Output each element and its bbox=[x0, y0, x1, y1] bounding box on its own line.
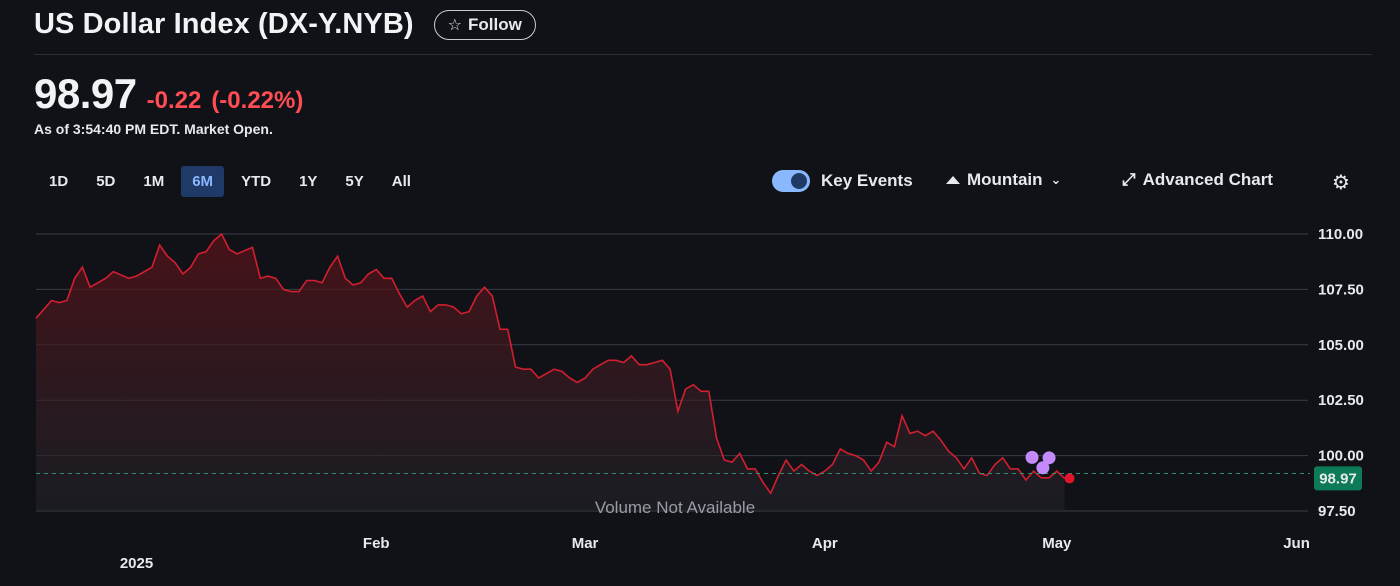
last-price-label: 98.97 bbox=[1319, 470, 1357, 487]
chart-type-label: Mountain bbox=[967, 170, 1043, 189]
x-tick-label: Feb bbox=[363, 535, 390, 552]
quote-row: 98.97 -0.22 (-0.22%) bbox=[34, 70, 303, 118]
mountain-icon bbox=[946, 176, 960, 184]
star-icon: ☆ bbox=[447, 16, 463, 34]
event-marker[interactable] bbox=[1042, 451, 1056, 465]
range-tab-6m[interactable]: 6M bbox=[181, 166, 225, 197]
key-events-toggle[interactable]: Key Events bbox=[772, 170, 913, 192]
series-line bbox=[35, 232, 1066, 495]
range-tab-ytd[interactable]: YTD bbox=[241, 173, 272, 190]
advanced-chart-label: Advanced Chart bbox=[1142, 170, 1273, 189]
price-change: -0.22 bbox=[146, 87, 202, 114]
event-marker[interactable] bbox=[1036, 461, 1050, 475]
range-tab-1y[interactable]: 1Y bbox=[299, 173, 318, 190]
range-tab-5y[interactable]: 5Y bbox=[345, 173, 364, 190]
header: US Dollar Index (DX-Y.NYB) ☆ Follow bbox=[34, 8, 536, 41]
last-price-badge: 98.97 bbox=[1314, 466, 1362, 491]
y-tick-label: 110.00 bbox=[1318, 226, 1363, 243]
settings-gear-icon[interactable]: ⚙ bbox=[1332, 172, 1350, 194]
range-tab-5d[interactable]: 5D bbox=[96, 173, 116, 190]
page-title: US Dollar Index (DX-Y.NYB) bbox=[34, 8, 414, 40]
price-change-percent: (-0.22%) bbox=[211, 87, 304, 114]
header-divider bbox=[34, 54, 1372, 55]
as-of-timestamp: As of 3:54:40 PM EDT. Market Open. bbox=[34, 121, 273, 137]
range-tab-1m[interactable]: 1M bbox=[143, 173, 165, 190]
chart-type-dropdown[interactable]: Mountain ⌄ bbox=[946, 170, 1061, 190]
advanced-chart-button[interactable]: ⤢ Advanced Chart bbox=[1122, 170, 1273, 190]
x-tick-label: May bbox=[1042, 535, 1072, 552]
x-axis: Feb Mar Apr May Jun 2025 bbox=[120, 535, 1310, 572]
range-tab-1d[interactable]: 1D bbox=[49, 173, 69, 190]
expand-icon: ⤢ bbox=[1122, 170, 1136, 189]
y-tick-label: 97.50 bbox=[1318, 503, 1356, 520]
x-tick-label: Mar bbox=[572, 535, 599, 552]
key-events bbox=[1025, 450, 1056, 475]
follow-button[interactable]: ☆ Follow bbox=[433, 9, 536, 40]
y-tick-label: 105.00 bbox=[1318, 337, 1364, 354]
last-point bbox=[1064, 473, 1075, 484]
key-events-label: Key Events bbox=[821, 171, 913, 190]
range-tabs: 1D 5D 1M 6M YTD 1Y 5Y All bbox=[38, 166, 428, 197]
y-axis: 110.00 107.50 105.00 102.50 100.00 97.50 bbox=[1318, 226, 1364, 520]
current-price: 98.97 bbox=[34, 70, 137, 117]
x-tick-label: Apr bbox=[812, 535, 838, 552]
follow-label: Follow bbox=[468, 14, 522, 34]
chevron-down-icon: ⌄ bbox=[1050, 172, 1062, 187]
event-marker[interactable] bbox=[1025, 450, 1039, 464]
year-label: 2025 bbox=[120, 555, 153, 572]
toggle-switch[interactable] bbox=[772, 170, 810, 192]
area-fill bbox=[36, 234, 1065, 511]
y-tick-label: 100.00 bbox=[1318, 448, 1364, 465]
volume-label: Volume Not Available bbox=[595, 498, 755, 517]
y-tick-label: 107.50 bbox=[1318, 281, 1364, 298]
x-tick-label: Jun bbox=[1283, 535, 1310, 552]
y-tick-label: 102.50 bbox=[1318, 392, 1364, 409]
range-tab-all[interactable]: All bbox=[391, 173, 411, 190]
